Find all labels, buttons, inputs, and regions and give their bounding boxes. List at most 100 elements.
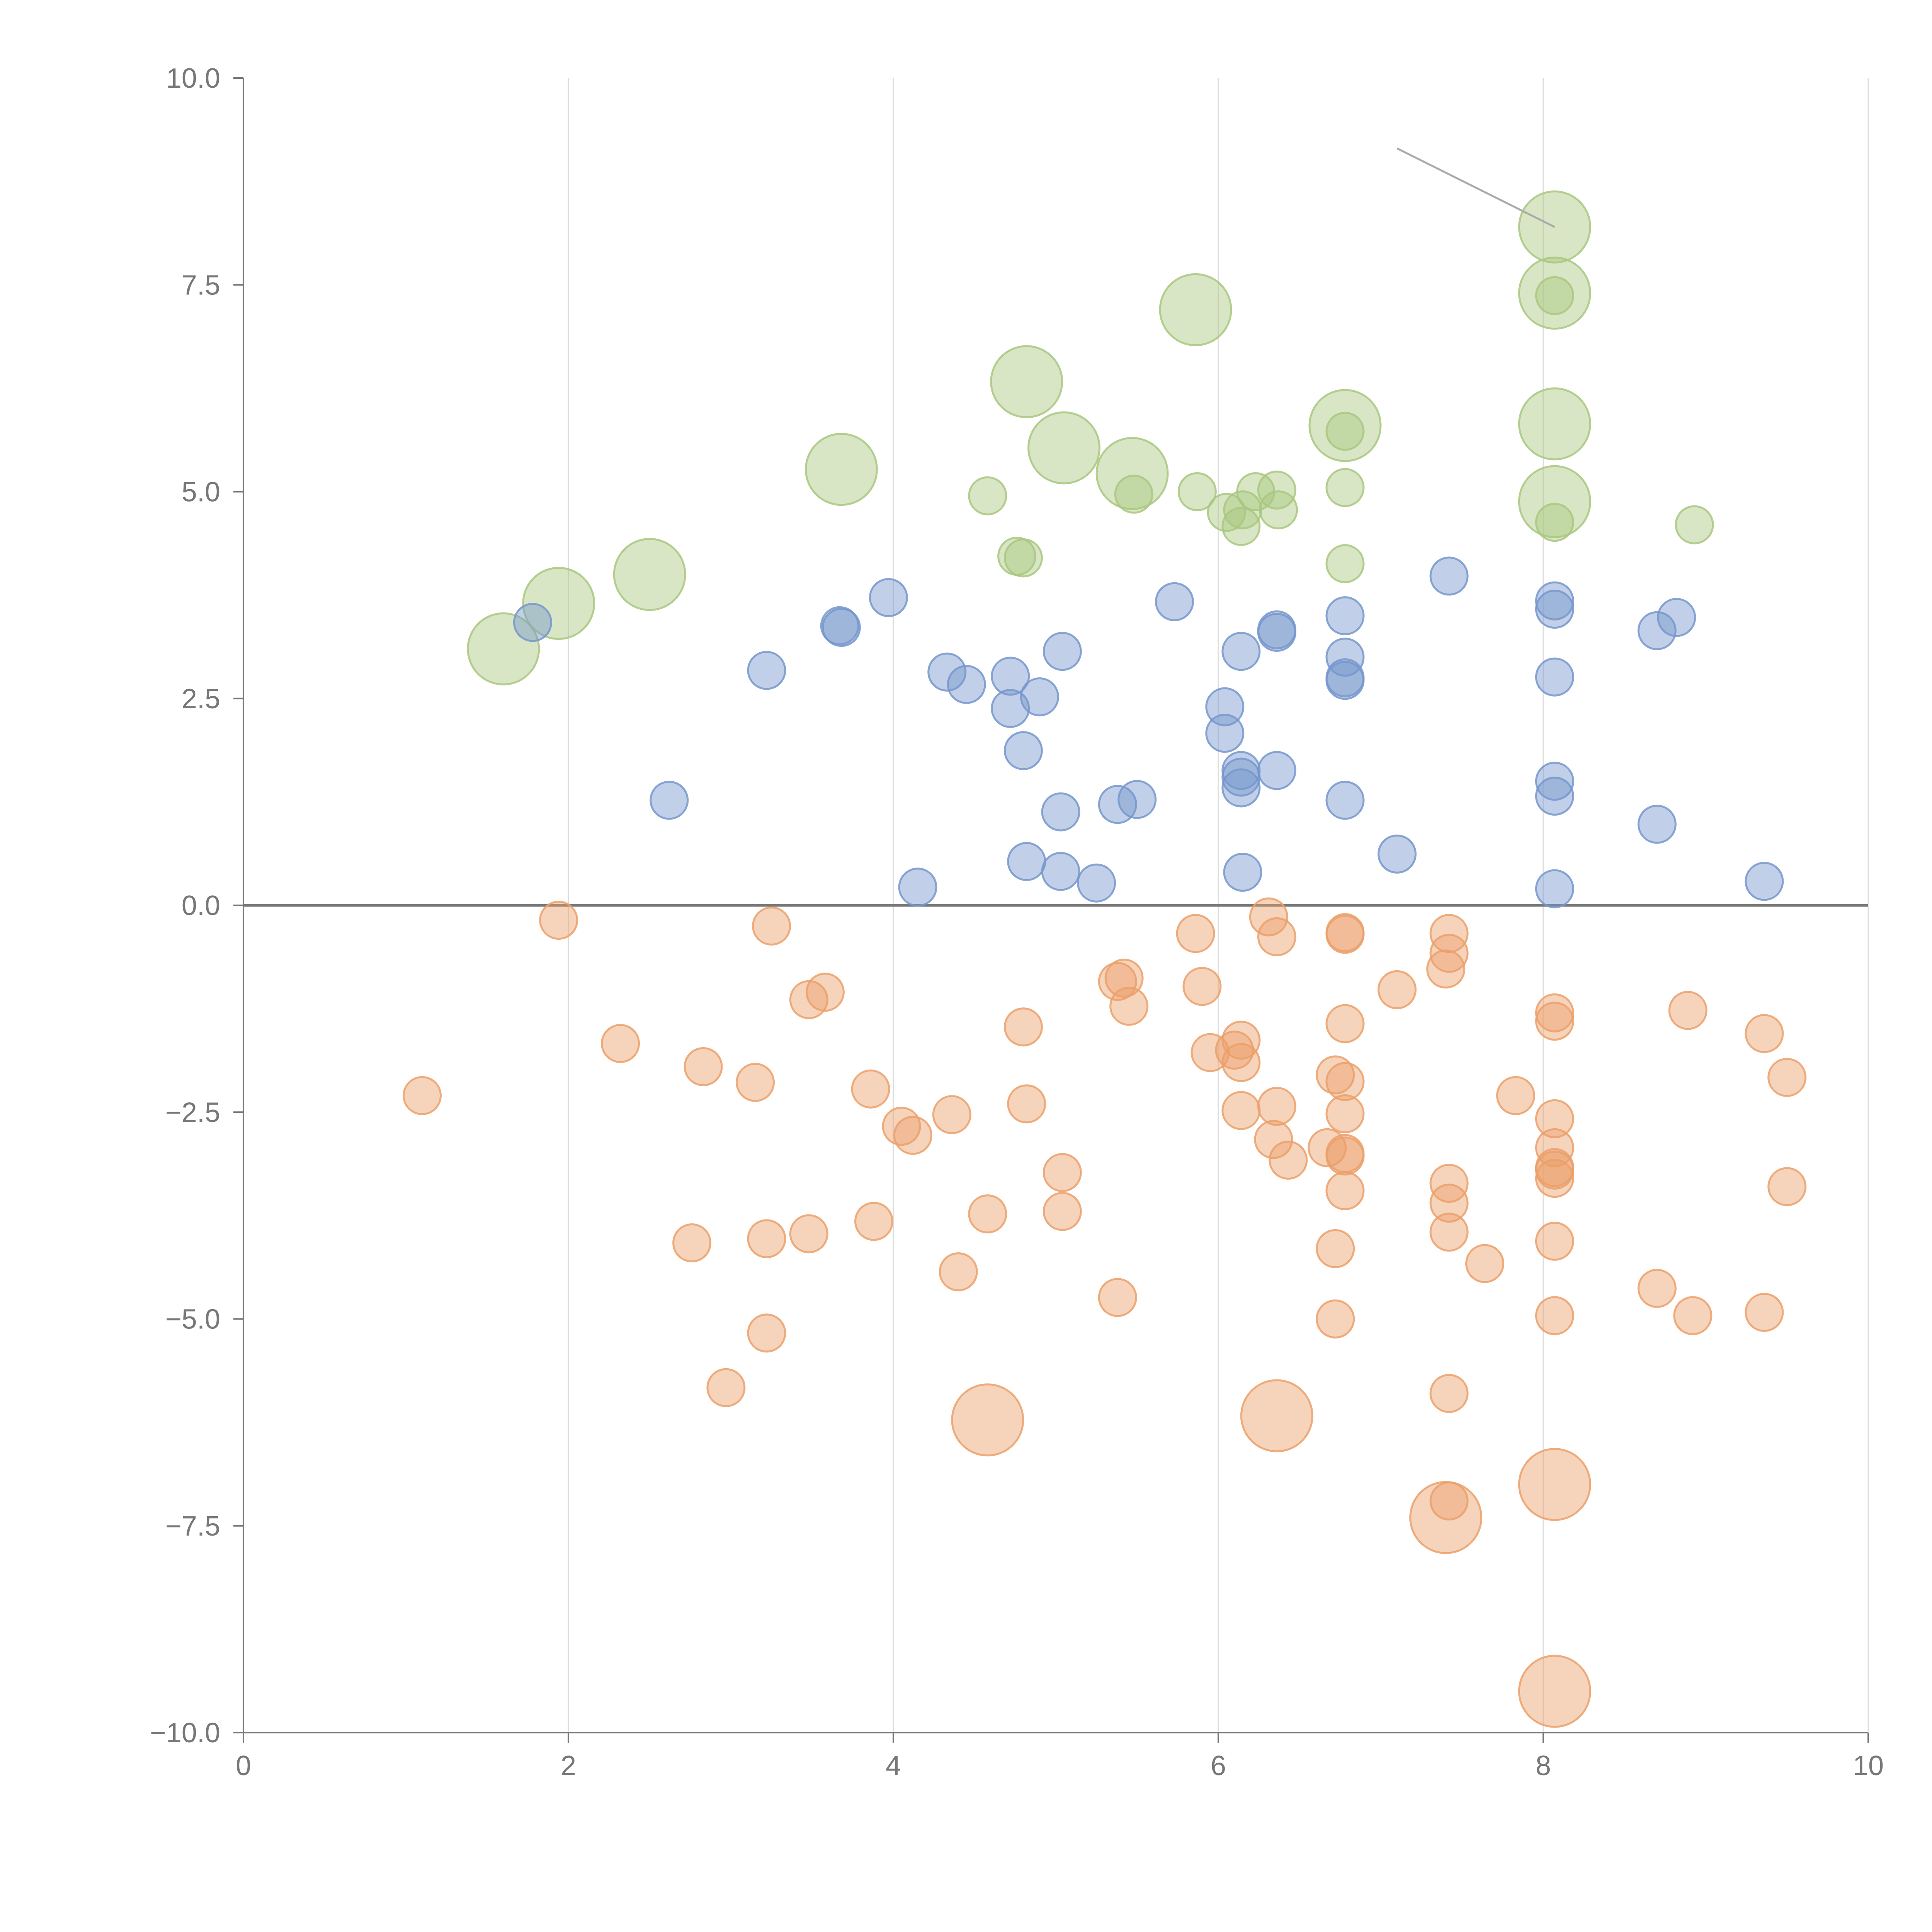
data-point <box>706 1368 746 1407</box>
annotation-line <box>1396 147 1555 228</box>
data-point <box>1003 731 1043 770</box>
data-point <box>927 652 967 692</box>
data-point <box>601 1024 640 1063</box>
data-point <box>1043 1153 1082 1192</box>
data-point <box>1043 632 1082 671</box>
x-tick-label: 4 <box>886 1750 901 1781</box>
data-point <box>747 1313 786 1353</box>
data-point <box>1535 1296 1574 1335</box>
data-point <box>513 603 552 642</box>
data-point <box>968 476 1007 515</box>
data-point <box>467 612 540 685</box>
data-point <box>968 1194 1007 1234</box>
y-tick-label: 7.5 <box>182 270 220 301</box>
data-point <box>736 1063 775 1102</box>
data-point <box>1249 897 1288 937</box>
data-point <box>1043 1192 1082 1231</box>
data-point <box>1637 611 1677 650</box>
data-points <box>403 190 1807 1728</box>
data-point <box>1637 804 1677 844</box>
data-point <box>1257 470 1296 510</box>
data-point <box>1221 768 1261 808</box>
data-point <box>991 656 1030 696</box>
data-point <box>1257 917 1296 956</box>
y-tick-label: 5.0 <box>182 477 220 508</box>
data-point <box>1518 1448 1591 1521</box>
data-point <box>1429 1213 1469 1252</box>
data-point <box>1378 834 1417 874</box>
data-point <box>747 1219 786 1259</box>
data-point <box>403 1076 442 1115</box>
data-point <box>1429 1481 1469 1521</box>
data-point <box>613 538 686 611</box>
data-point <box>869 578 908 617</box>
data-point <box>1535 590 1574 629</box>
data-point <box>939 1252 978 1291</box>
data-point <box>1007 1084 1046 1124</box>
data-point <box>684 1047 723 1086</box>
data-point <box>1316 1299 1355 1338</box>
data-point <box>1535 993 1574 1032</box>
data-point <box>1518 387 1591 461</box>
data-point <box>932 1095 971 1134</box>
data-point <box>1535 1221 1574 1261</box>
y-tick-label: 10.0 <box>166 63 220 94</box>
data-point <box>1316 1229 1355 1269</box>
data-point <box>947 665 986 704</box>
data-point <box>1077 863 1116 903</box>
data-point <box>1259 490 1298 530</box>
data-point <box>991 689 1030 728</box>
data-point <box>1221 507 1261 546</box>
data-point <box>804 433 878 506</box>
data-point <box>1668 991 1708 1030</box>
data-point <box>1254 1120 1293 1159</box>
data-point <box>1003 1007 1043 1047</box>
data-point <box>1007 842 1046 881</box>
data-point <box>1767 1167 1807 1206</box>
x-tick-label: 8 <box>1536 1750 1551 1781</box>
tick-labels: 0 2 4 6 8 10 10.0 7.5 5.0 2.5 0.0 −2.5 −5.0 −7.5 −10.0 <box>150 63 1884 1781</box>
data-point <box>1535 869 1574 908</box>
data-point <box>898 867 937 907</box>
data-point <box>1221 1020 1261 1060</box>
y-tick-label: −10.0 <box>150 1718 220 1748</box>
data-point <box>1518 1655 1591 1728</box>
data-point <box>1207 493 1246 532</box>
data-point <box>1325 468 1365 507</box>
data-point <box>1098 1278 1137 1317</box>
data-point <box>1535 1159 1574 1198</box>
data-point <box>1745 1293 1784 1332</box>
data-point <box>1496 1076 1536 1115</box>
data-point <box>1325 638 1365 677</box>
data-point <box>1205 687 1245 726</box>
data-point <box>1426 949 1466 989</box>
data-point <box>1429 1184 1469 1223</box>
data-point <box>821 608 861 647</box>
data-point <box>805 973 845 1012</box>
data-point <box>1182 967 1222 1006</box>
data-point <box>1535 1150 1574 1190</box>
data-point <box>851 1069 890 1109</box>
data-point <box>1114 474 1153 514</box>
axes <box>233 77 1869 1743</box>
data-point <box>672 1223 712 1263</box>
data-point <box>1535 581 1574 621</box>
data-point <box>1257 612 1296 652</box>
data-point <box>1221 1091 1261 1130</box>
data-point <box>747 651 786 690</box>
data-point <box>1378 970 1417 1009</box>
data-point <box>1767 1058 1807 1097</box>
data-point <box>1325 1171 1365 1211</box>
data-point <box>1535 762 1574 801</box>
data-point <box>1657 598 1696 637</box>
data-point <box>1325 913 1365 952</box>
data-point <box>1027 411 1101 485</box>
data-point <box>854 1202 894 1241</box>
y-tick-label: 0.0 <box>182 890 220 921</box>
data-point <box>539 901 578 940</box>
data-point <box>752 906 791 946</box>
y-tick-label: −7.5 <box>165 1511 220 1542</box>
data-point <box>1325 781 1365 820</box>
data-point <box>1325 596 1365 636</box>
